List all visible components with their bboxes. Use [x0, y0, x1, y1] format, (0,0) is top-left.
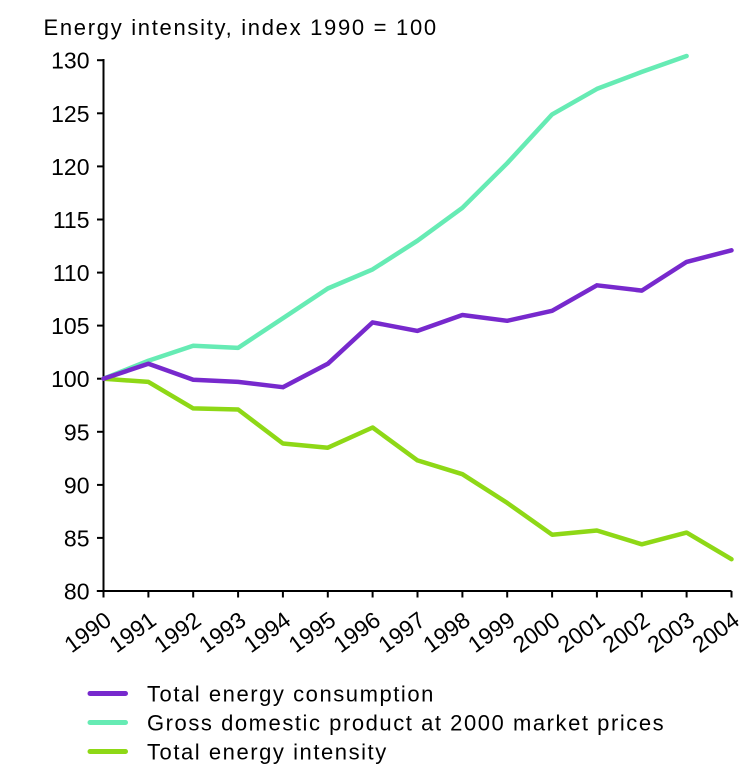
svg-text:Energy intensity, index 1990 =: Energy intensity, index 1990 = 100	[44, 15, 438, 40]
svg-text:110: 110	[53, 260, 90, 286]
svg-text:100: 100	[51, 366, 89, 392]
svg-text:Total energy intensity: Total energy intensity	[147, 740, 388, 765]
svg-text:80: 80	[64, 579, 90, 605]
svg-text:85: 85	[64, 525, 90, 551]
svg-text:95: 95	[64, 419, 90, 445]
svg-text:130: 130	[51, 48, 89, 74]
svg-text:115: 115	[53, 207, 90, 233]
svg-text:125: 125	[51, 101, 89, 127]
svg-text:90: 90	[64, 472, 90, 498]
svg-text:Gross domestic product at 2000: Gross domestic product at 2000 market pr…	[147, 711, 665, 736]
svg-text:Total energy consumption: Total energy consumption	[147, 682, 435, 707]
svg-text:120: 120	[51, 154, 89, 180]
svg-text:105: 105	[51, 313, 89, 339]
